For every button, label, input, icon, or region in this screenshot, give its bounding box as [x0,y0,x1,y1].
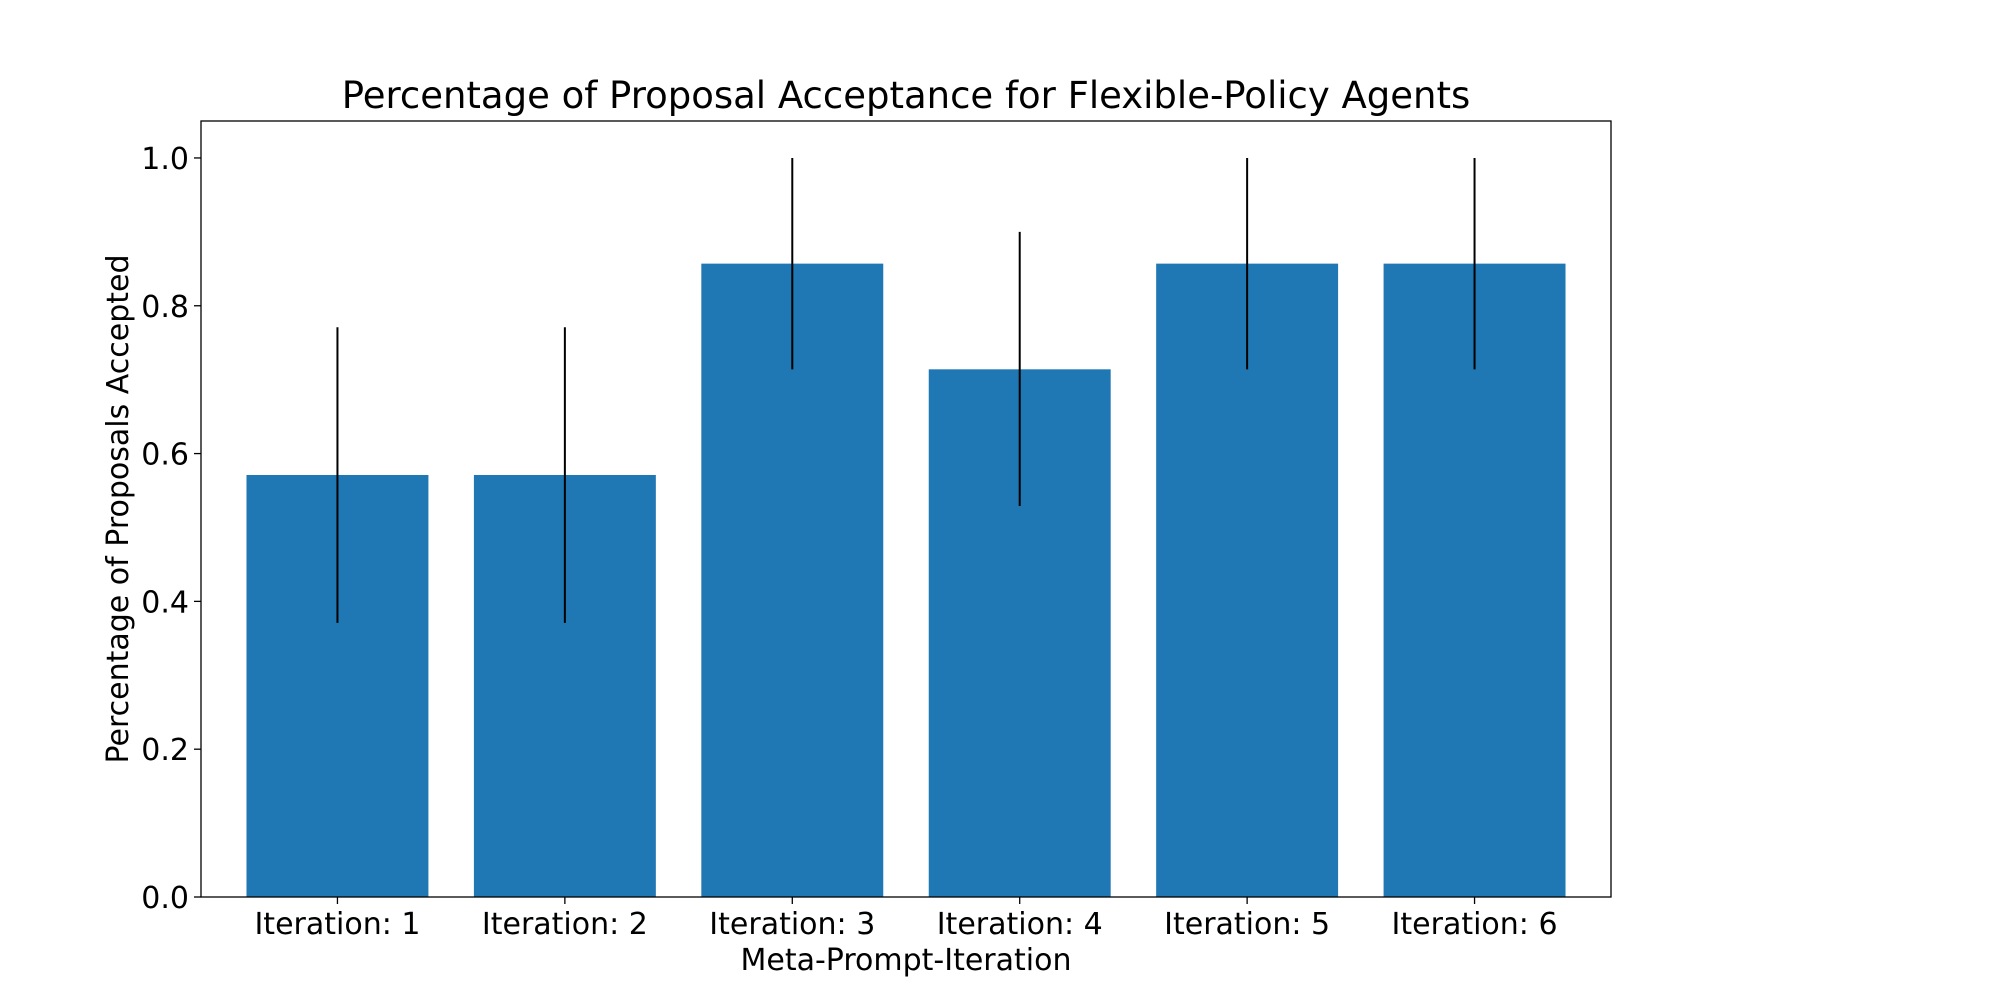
x-tick-label-6: Iteration: 6 [1392,907,1558,942]
y-tick-label-6: 1.0 [141,142,189,177]
x-tick-label-4: Iteration: 4 [937,907,1103,942]
y-axis-label: Percentage of Proposals Accepted [101,254,136,763]
x-axis-label: Meta-Prompt-Iteration [740,943,1071,978]
y-tick-label-1: 0.0 [141,881,189,916]
chart-title: Percentage of Proposal Acceptance for Fl… [342,74,1471,117]
y-tick-label-4: 0.6 [141,438,189,473]
y-tick-label-2: 0.2 [141,733,189,768]
y-tick-label-3: 0.4 [141,585,189,620]
y-tick-label-5: 0.8 [141,290,189,325]
x-tick-label-3: Iteration: 3 [709,907,875,942]
plot-area-frame [200,120,1612,898]
error-bars-layer [336,157,1476,623]
x-tick-label-1: Iteration: 1 [254,907,420,942]
x-axis: Iteration: 1 Iteration: 2 Iteration: 3 Iter… [254,897,1558,942]
bars-layer [246,263,1566,897]
y-axis: 0.0 0.2 0.4 0.6 0.8 1.0 [141,142,201,916]
x-tick-label-5: Iteration: 5 [1164,907,1330,942]
x-tick-label-2: Iteration: 2 [482,907,648,942]
